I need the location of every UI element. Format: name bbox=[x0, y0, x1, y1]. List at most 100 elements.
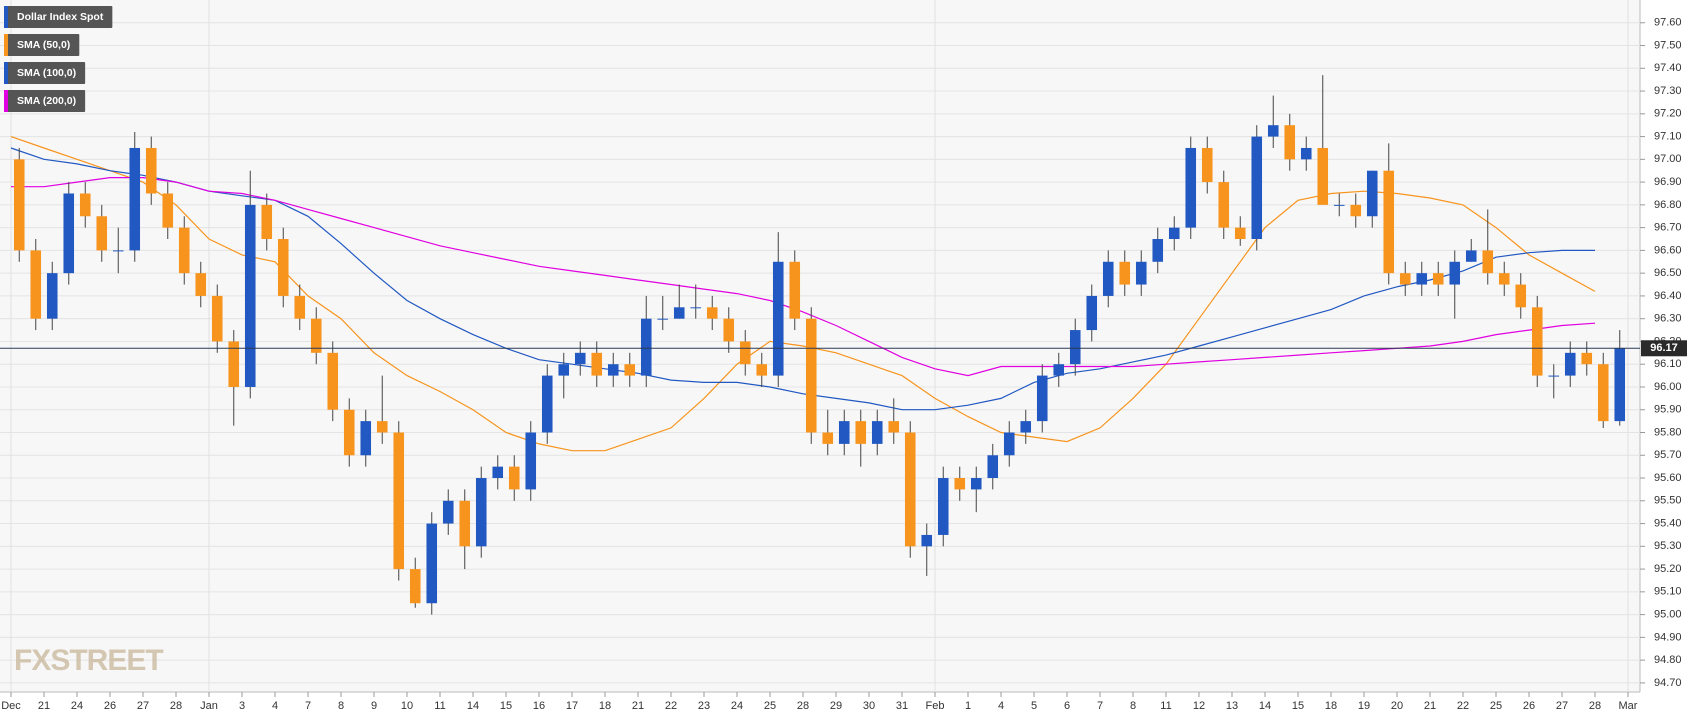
price-label: 96.17 bbox=[1650, 342, 1678, 354]
candle-body bbox=[805, 318, 817, 433]
x-tick-label: 27 bbox=[137, 700, 149, 712]
y-tick-label: 95.40 bbox=[1654, 517, 1682, 529]
y-tick-label: 96.30 bbox=[1654, 313, 1682, 325]
candle-body bbox=[508, 466, 520, 490]
y-tick-label: 97.00 bbox=[1654, 153, 1682, 165]
candle-body bbox=[409, 569, 421, 604]
candle-body bbox=[574, 352, 586, 365]
candle-body bbox=[1498, 273, 1510, 285]
x-tick-label: 25 bbox=[1490, 700, 1502, 712]
legend-label: Dollar Index Spot bbox=[17, 11, 104, 23]
x-tick-label: 9 bbox=[371, 700, 377, 712]
x-tick-label: 16 bbox=[533, 700, 545, 712]
candle-body bbox=[789, 261, 801, 319]
candle-body bbox=[756, 364, 768, 376]
candle-body bbox=[904, 432, 916, 547]
y-tick-label: 95.20 bbox=[1654, 563, 1682, 575]
candle-body bbox=[442, 500, 454, 524]
candle-body bbox=[459, 500, 471, 547]
candle-body bbox=[13, 159, 25, 251]
x-tick-label: 11 bbox=[1160, 700, 1171, 712]
x-tick-label: 10 bbox=[401, 700, 413, 712]
y-tick-label: 94.90 bbox=[1654, 631, 1682, 643]
candle-body bbox=[673, 307, 685, 319]
candle-body bbox=[1053, 364, 1065, 376]
candle-body bbox=[261, 204, 273, 240]
y-tick-label: 95.60 bbox=[1654, 472, 1682, 484]
x-tick-label: 26 bbox=[1523, 700, 1535, 712]
candle-body bbox=[624, 364, 636, 376]
x-tick-label: Jan bbox=[200, 700, 218, 712]
candle-body bbox=[607, 364, 619, 376]
y-tick-label: 97.10 bbox=[1654, 130, 1682, 142]
legend-swatch bbox=[4, 6, 8, 28]
x-tick-label: 31 bbox=[896, 700, 908, 712]
candle-body bbox=[987, 455, 999, 479]
x-tick-label: 28 bbox=[1589, 700, 1601, 712]
x-tick-label: 7 bbox=[1097, 700, 1103, 712]
x-tick-label: 21 bbox=[632, 700, 644, 712]
candle-body bbox=[393, 432, 405, 570]
candle-body bbox=[1003, 432, 1015, 456]
y-tick-label: 95.30 bbox=[1654, 540, 1682, 552]
candle-body bbox=[1102, 261, 1114, 296]
x-tick-label: 4 bbox=[272, 700, 278, 712]
candle-body bbox=[1251, 136, 1263, 240]
candle-body bbox=[1350, 204, 1362, 217]
candle-body bbox=[1482, 250, 1494, 274]
candle-body bbox=[1614, 348, 1626, 422]
x-tick-label: 15 bbox=[500, 700, 512, 712]
candle-body bbox=[277, 239, 289, 296]
x-tick-label: Mar bbox=[1619, 700, 1638, 712]
candle-body bbox=[376, 421, 388, 433]
candle-body bbox=[657, 318, 669, 320]
candle-body bbox=[1168, 227, 1180, 240]
candle-body bbox=[970, 478, 982, 490]
candle-body bbox=[921, 534, 933, 547]
x-tick-label: 3 bbox=[239, 700, 245, 712]
candle-body bbox=[822, 432, 834, 444]
x-tick-label: 24 bbox=[71, 700, 83, 712]
x-tick-label: 8 bbox=[1130, 700, 1136, 712]
x-tick-label: 13 bbox=[1226, 700, 1238, 712]
x-tick-label: 5 bbox=[1031, 700, 1037, 712]
x-tick-label: 14 bbox=[467, 700, 479, 712]
y-tick-label: 95.10 bbox=[1654, 586, 1682, 598]
x-tick-label: 4 bbox=[998, 700, 1004, 712]
candle-body bbox=[162, 193, 174, 228]
candle-body bbox=[1597, 364, 1609, 422]
y-tick-label: 97.30 bbox=[1654, 85, 1682, 97]
candle-body bbox=[294, 295, 306, 319]
y-tick-label: 97.40 bbox=[1654, 62, 1682, 74]
x-tick-label: 28 bbox=[797, 700, 809, 712]
candle-body bbox=[145, 147, 157, 194]
candle-body bbox=[541, 375, 553, 433]
y-tick-label: 96.60 bbox=[1654, 244, 1682, 256]
y-tick-label: 96.10 bbox=[1654, 358, 1682, 370]
y-tick-label: 96.40 bbox=[1654, 290, 1682, 302]
x-tick-label: 27 bbox=[1556, 700, 1568, 712]
x-tick-label: 30 bbox=[863, 700, 875, 712]
x-tick-label: 11 bbox=[434, 700, 445, 712]
x-tick-label: 23 bbox=[698, 700, 710, 712]
candle-body bbox=[1515, 284, 1527, 308]
x-tick-label: 12 bbox=[1193, 700, 1205, 712]
candle-body bbox=[1300, 147, 1312, 160]
watermark: FXSTREET bbox=[14, 644, 163, 677]
candle-body bbox=[1135, 261, 1147, 285]
candle-body bbox=[1069, 330, 1081, 365]
candle-body bbox=[79, 193, 91, 217]
candle-body bbox=[838, 421, 850, 444]
candle-body bbox=[855, 421, 867, 444]
x-tick-label: 26 bbox=[104, 700, 116, 712]
candle-body bbox=[244, 204, 256, 387]
x-tick-label: 6 bbox=[1064, 700, 1070, 712]
y-tick-label: 95.00 bbox=[1654, 609, 1682, 621]
candle-body bbox=[178, 227, 190, 274]
candle-body bbox=[525, 432, 537, 490]
candle-body bbox=[1317, 147, 1329, 205]
x-tick-label: 14 bbox=[1259, 700, 1271, 712]
x-tick-label: 1 bbox=[965, 700, 971, 712]
candle-body bbox=[112, 250, 124, 252]
